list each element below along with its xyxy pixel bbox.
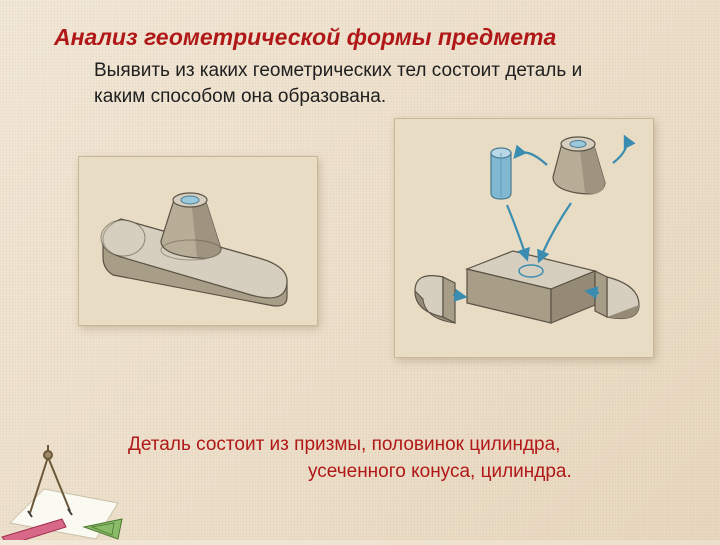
page-title: Анализ геометрической формы предмета <box>54 24 556 51</box>
page-subtitle: Выявить из каких геометрических тел сост… <box>94 58 634 109</box>
arrow-cone-to-cyl <box>515 153 547 166</box>
assembled-part-svg <box>79 157 319 327</box>
drafting-tools-icon <box>0 445 130 540</box>
arrow-cone-down <box>539 203 571 261</box>
exploded-part-svg <box>395 119 655 359</box>
caption: Деталь состоит из призмы, половинок цили… <box>128 432 688 485</box>
figure-exploded <box>394 118 654 358</box>
half-cylinder-left <box>415 276 455 323</box>
figure-assembled <box>78 156 318 326</box>
caption-line2: усеченного конуса, цилиндра. <box>128 459 688 486</box>
caption-line1: Деталь состоит из призмы, половинок цили… <box>128 434 560 455</box>
cylinder-blue <box>491 148 511 199</box>
arrow-cyl-down <box>507 205 527 259</box>
half-cylinder-right <box>595 271 639 319</box>
arrow-cone-top <box>613 137 627 163</box>
truncated-cone <box>553 137 605 194</box>
prism-center <box>467 251 595 323</box>
